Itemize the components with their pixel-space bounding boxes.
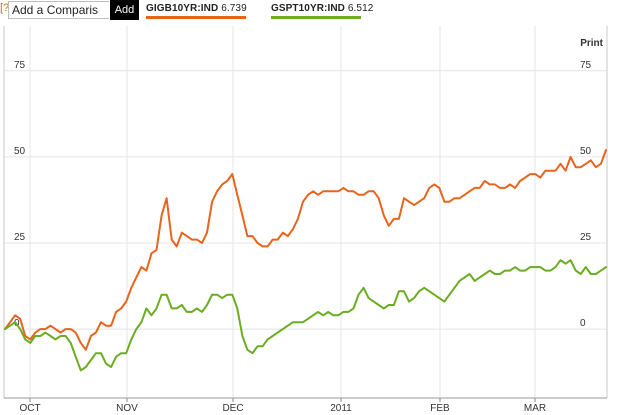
- legend-ticker: GIGB10YR:IND: [146, 3, 219, 14]
- x-tick-label: OCT: [19, 403, 40, 414]
- y-tick-label-left: 75: [14, 60, 26, 71]
- x-tick-label: 2011: [330, 403, 352, 414]
- y-tick-label-right: 50: [580, 146, 592, 157]
- legend-swatch-orange: [146, 16, 246, 19]
- x-tick-label: DEC: [222, 403, 243, 414]
- y-tick-label-right: 75: [580, 60, 592, 71]
- series-line-gigb10yr: [4, 149, 607, 351]
- print-link[interactable]: Print: [580, 38, 603, 49]
- x-tick-label: MAR: [524, 403, 546, 414]
- y-tick-label-left: 25: [14, 232, 26, 243]
- add-comparison-button[interactable]: Add: [110, 0, 139, 20]
- x-tick-label: NOV: [116, 403, 138, 414]
- series-line-gspt10yr: [4, 259, 607, 372]
- y-tick-label-right: 25: [580, 232, 592, 243]
- y-tick-label-left: 50: [14, 146, 26, 157]
- toolbar: [?] Add GIGB10YR:IND 6.739 GSPT10YR:IND …: [0, 0, 621, 22]
- legend-swatch-green: [271, 16, 361, 19]
- legend-value: 6.512: [347, 3, 374, 14]
- y-tick-label-right: 0: [580, 318, 586, 329]
- legend-value: 6.739: [221, 3, 247, 14]
- legend-ticker: GSPT10YR:IND: [271, 3, 345, 14]
- x-tick-label: FEB: [430, 403, 450, 414]
- legend-item-gspt10yr: GSPT10YR:IND 6.512: [271, 3, 373, 14]
- legend-item-gigb10yr: GIGB10YR:IND 6.739: [146, 3, 247, 14]
- add-comparison-input[interactable]: [8, 1, 109, 19]
